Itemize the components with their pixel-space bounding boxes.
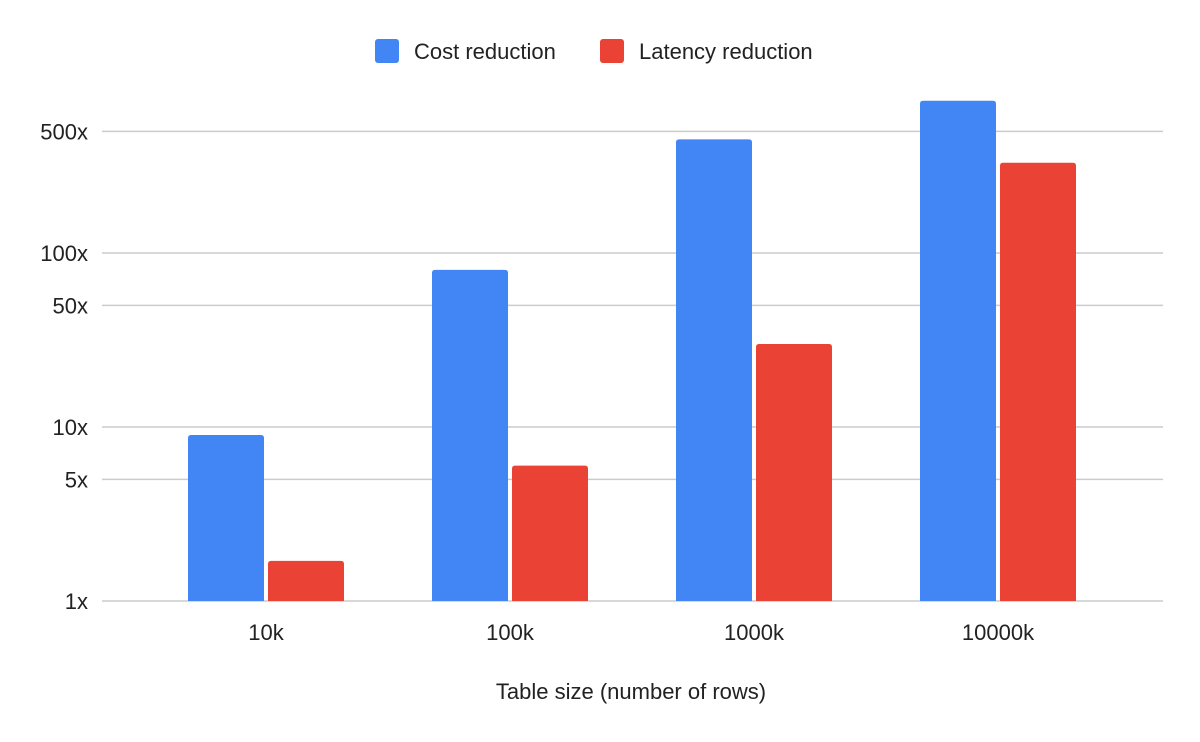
bar-latency-reduction-1000k xyxy=(756,343,832,601)
legend-label: Cost reduction xyxy=(414,39,556,64)
bar-cost-reduction-10000k xyxy=(920,100,996,601)
x-axis-ticks: 10k 100k 1000k 10000k xyxy=(248,620,1035,645)
x-axis-title: Table size (number of rows) xyxy=(496,679,766,704)
y-tick-label: 50x xyxy=(53,293,88,318)
bar-cost-reduction-10k xyxy=(188,434,264,601)
x-tick-label: 10000k xyxy=(962,620,1035,645)
x-tick-label: 1000k xyxy=(724,620,785,645)
legend-label: Latency reduction xyxy=(639,39,813,64)
legend-swatch-latency-reduction xyxy=(600,39,624,63)
bars xyxy=(188,100,1076,602)
y-tick-label: 10x xyxy=(53,415,88,440)
y-tick-label: 100x xyxy=(40,241,88,266)
legend-swatch-cost-reduction xyxy=(375,39,399,63)
y-tick-label: 500x xyxy=(40,119,88,144)
bar-latency-reduction-10k xyxy=(268,560,344,601)
bar-cost-reduction-100k xyxy=(432,269,508,601)
bar-latency-reduction-100k xyxy=(512,465,588,601)
bar-cost-reduction-1000k xyxy=(676,139,752,602)
y-axis-ticks: 1x 5x 10x 50x 100x 500x xyxy=(40,119,88,614)
x-tick-label: 100k xyxy=(486,620,535,645)
y-tick-label: 5x xyxy=(65,467,88,492)
x-tick-label: 10k xyxy=(248,620,284,645)
legend: Cost reduction Latency reduction xyxy=(375,39,813,64)
y-tick-label: 1x xyxy=(65,589,88,614)
bar-latency-reduction-10000k xyxy=(1000,162,1076,602)
